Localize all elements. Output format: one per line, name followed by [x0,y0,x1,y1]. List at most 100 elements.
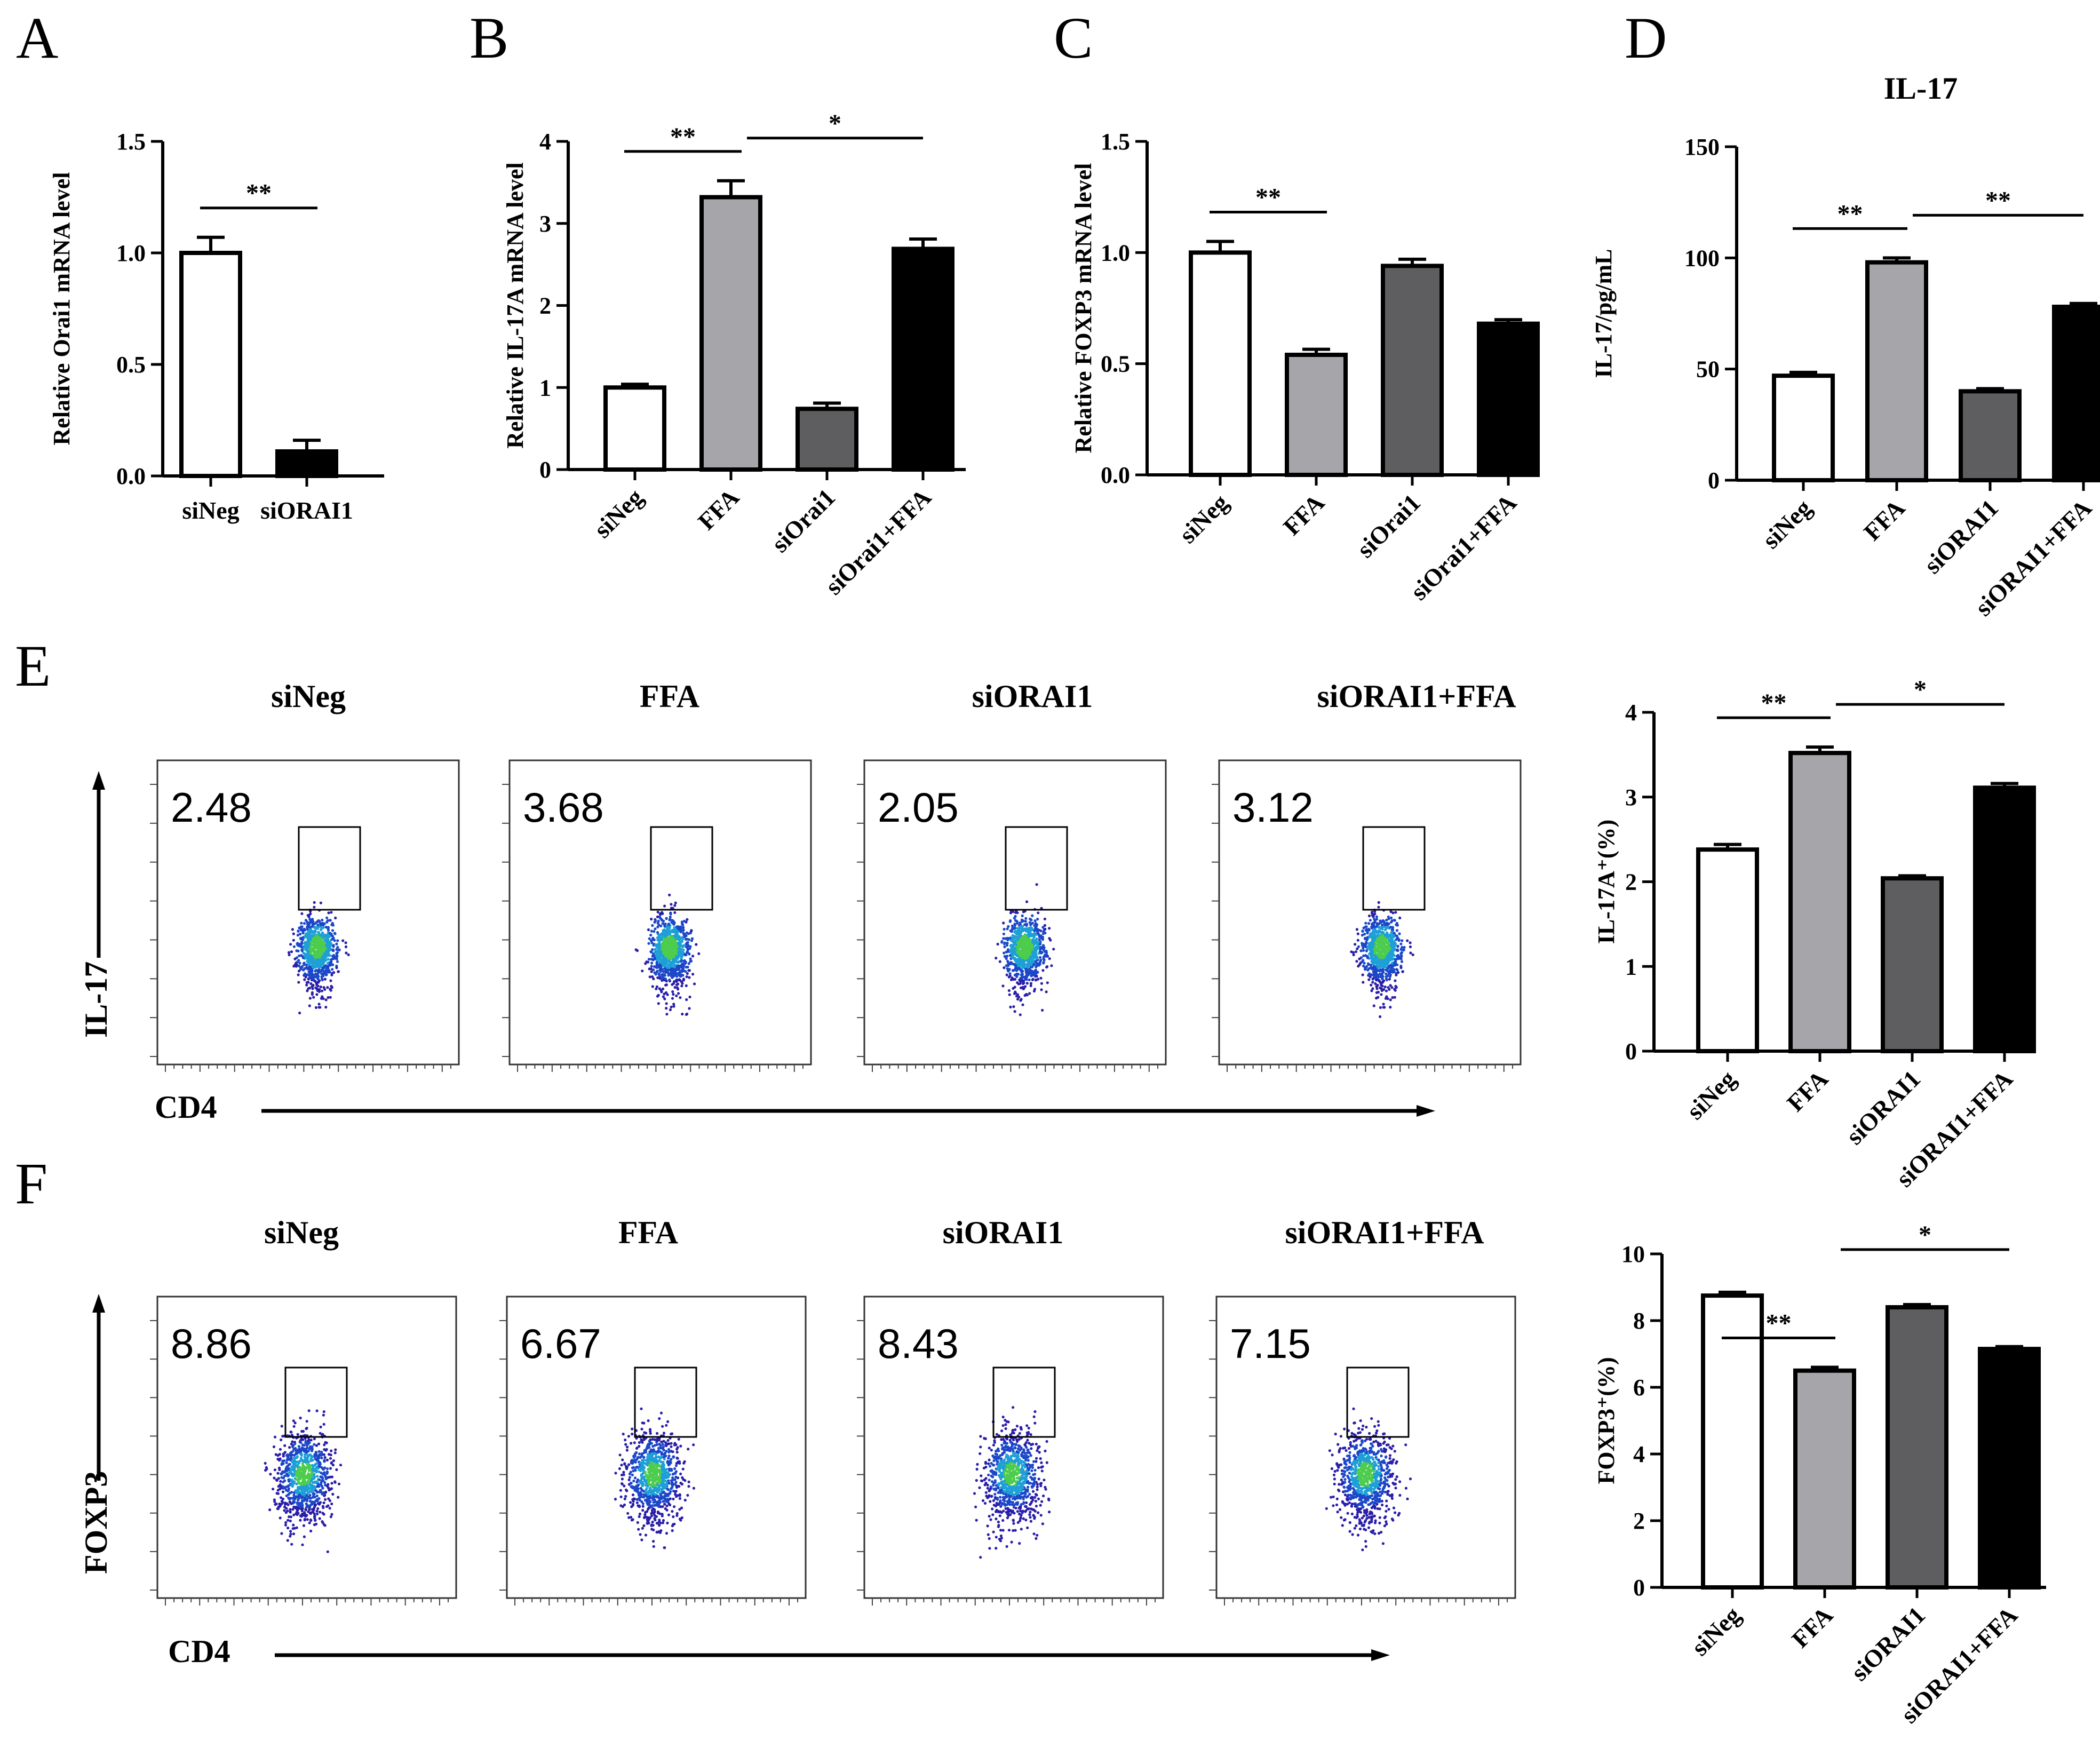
event-dot [1039,956,1042,959]
event-dot [303,955,307,958]
event-dot [278,1453,281,1456]
event-dot [315,952,319,956]
event-dot [336,955,339,958]
event-dot [312,1469,315,1472]
event-dot [306,1489,309,1492]
event-dot [283,1459,286,1463]
significance-label: ** [1761,689,1787,717]
event-dot [1035,965,1038,968]
event-dot [1371,931,1374,934]
event-dot [1033,969,1037,972]
event-dot [1394,979,1397,982]
event-dot [309,1512,312,1515]
event-dot [299,1441,303,1444]
event-dot [665,983,668,987]
event-dot [1393,996,1396,999]
event-dot [1013,973,1016,976]
event-dot [328,941,331,944]
event-dot [1394,911,1397,914]
event-dot [1388,971,1391,974]
event-dot [313,1464,316,1467]
x-category-label: siORAI1 [1919,494,2003,579]
event-dot [1021,970,1024,973]
event-dot [1021,986,1024,989]
event-dot [316,958,320,961]
event-dot [669,916,672,919]
event-dot [1379,959,1382,963]
event-dot [273,1500,276,1503]
event-dot [663,925,666,928]
event-dot [295,1511,298,1514]
event-dot [303,1535,306,1538]
event-dot [1038,938,1041,941]
event-dot [1011,924,1014,927]
event-dot [1021,958,1024,962]
event-dot [301,1476,305,1480]
event-dot [656,931,659,934]
event-dot [1365,936,1369,940]
significance-label: ** [1985,186,2011,214]
event-dot [635,949,639,952]
event-dot [308,1521,311,1524]
event-dot [660,959,664,963]
event-dot [329,996,332,999]
event-dot [330,973,333,976]
event-dot [284,1521,288,1524]
event-dot [327,1483,330,1486]
event-dot [311,920,314,924]
event-dot [1003,927,1006,931]
event-dot [315,1409,319,1412]
event-dot [1362,981,1365,984]
event-dot [686,972,689,975]
event-dot [1008,936,1012,940]
event-dot [317,1442,321,1445]
event-dot [685,951,689,954]
event-dot [687,952,690,955]
event-dot [650,970,653,973]
event-dot [1396,948,1399,951]
event-dot [685,984,688,987]
event-dot [664,960,667,964]
event-dot [293,1527,296,1530]
y-tick-label: 1 [1625,954,1637,980]
event-dot [683,944,686,947]
event-dot [685,966,688,969]
event-dot [312,934,315,937]
event-dot [1363,962,1366,965]
event-dot [297,1445,301,1448]
event-dot [1381,934,1385,937]
event-dot [291,1453,294,1457]
x-category-label: FFA [693,483,744,535]
event-dot [273,1435,277,1439]
event-dot [673,904,677,907]
event-dot [287,1519,290,1522]
event-dot [672,955,675,958]
event-dot [680,951,684,954]
event-dot [327,927,330,931]
event-dot [334,1448,337,1451]
bar-ffa [1865,260,1928,482]
event-dot [283,1503,287,1506]
event-dot [333,939,336,942]
event-dot [306,940,309,943]
event-dot [287,1467,290,1471]
event-dot [326,919,329,922]
event-dot [679,970,682,973]
event-dot [309,960,312,963]
y-tick-label: 0 [1708,467,1720,494]
bar-sineg [179,251,242,478]
event-dot [299,928,303,932]
event-dot [316,977,320,980]
event-dot [308,1469,311,1472]
bar-siorai1-ffa [892,247,954,472]
event-dot [322,986,325,989]
event-dot [1006,927,1009,931]
event-dot [327,966,330,970]
event-dot [279,1480,282,1483]
event-dot [656,949,659,952]
event-dot [320,1450,323,1454]
event-dot [1366,962,1370,965]
event-dot [1025,975,1029,979]
